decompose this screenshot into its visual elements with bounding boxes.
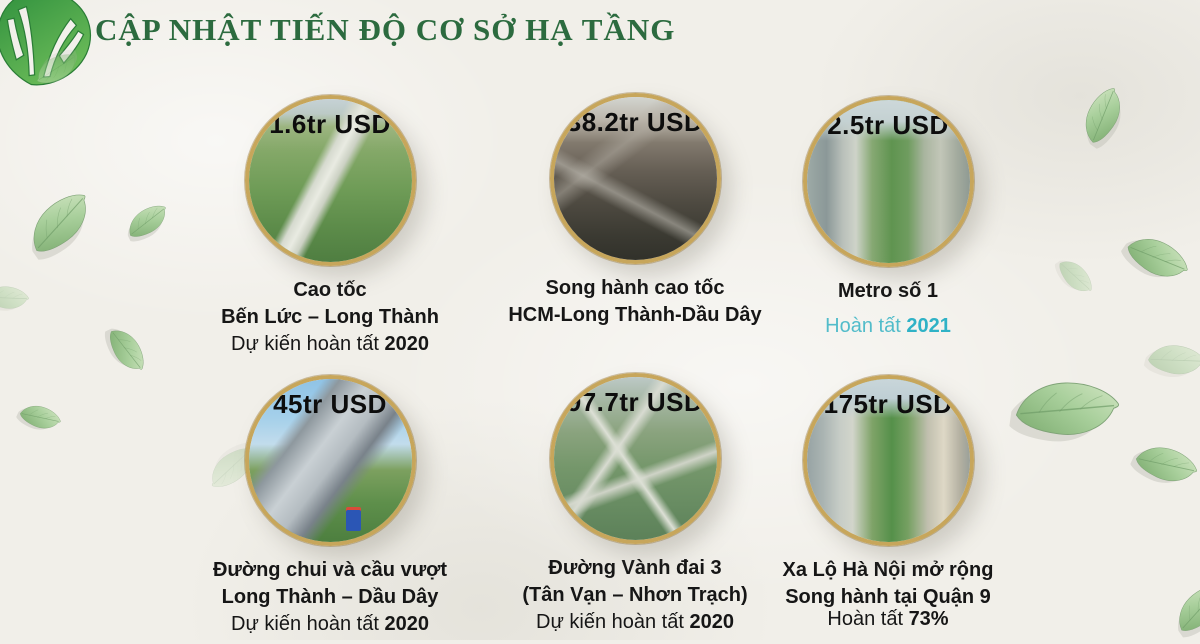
watercolor-leaf-icon: [1069, 79, 1139, 154]
project-caption: Xa Lộ Hà Nội mở rộng Song hành tại Quận …: [733, 557, 1043, 633]
project-card-vanh-dai-3: 97.7tr USD Đường Vành đai 3 (Tân Vạn – N…: [480, 373, 790, 636]
project-status: Dự kiến hoàn tất 2020: [175, 611, 485, 638]
highway-city-corridor-photo: [806, 379, 970, 542]
project-caption: Đường chui và cầu vượt Long Thành – Dầu …: [175, 557, 485, 638]
watercolor-leaf-icon: [0, 278, 33, 320]
metro-corridor-photo: [806, 100, 970, 263]
status-prefix: Dự kiến hoàn tất: [231, 613, 385, 635]
project-photo-frame: 97.7tr USD: [549, 373, 721, 544]
project-title-line: Song hành cao tốc: [545, 277, 725, 299]
project-card-ben-luc-long-thanh: 1.6tr USD Cao tốc Bến Lức – Long Thành D…: [175, 95, 485, 358]
watercolor-leaf-icon: [1142, 334, 1200, 388]
project-caption: Metro số 1 Hoàn tất 2021: [733, 278, 1043, 340]
highway-aerial-photo: [248, 99, 412, 262]
project-title-line: Song hành tại Quận 9: [785, 586, 991, 608]
status-value: 2020: [384, 613, 429, 635]
project-card-metro-so-1: 2.5tr USD Metro số 1 Hoàn tất 2021: [733, 96, 1043, 340]
page-title: CẬP NHẬT TIẾN ĐỘ CƠ SỞ HẠ TẦNG: [95, 12, 676, 47]
project-card-xa-lo-ha-noi: 175tr USD Xa Lộ Hà Nội mở rộng Song hành…: [733, 375, 1043, 633]
project-card-duong-chui-cau-vuot: 45tr USD Đường chui và cầu vượt Long Thà…: [175, 375, 485, 638]
project-caption: Cao tốc Bến Lức – Long Thành Dự kiến hoà…: [175, 277, 485, 358]
status-prefix: Hoàn tất: [827, 608, 909, 630]
status-value: 2020: [689, 611, 734, 633]
project-photo-frame: 1.6tr USD: [244, 95, 416, 266]
project-status: Dự kiến hoàn tất 2020: [175, 331, 485, 358]
project-status: Hoàn tất 2021: [733, 313, 1043, 340]
status-value: 2020: [384, 333, 429, 355]
project-cost-label: 45tr USD: [273, 389, 387, 419]
project-photo-frame: 2.5tr USD: [802, 96, 974, 267]
project-photo-frame: 45tr USD: [244, 375, 416, 546]
project-title-line: Metro số 1: [837, 280, 939, 302]
project-caption: Song hành cao tốc HCM-Long Thành-Dầu Dây: [480, 275, 790, 329]
watercolor-leaf-icon: [119, 197, 176, 246]
ring-road-aerial-photo: [553, 377, 717, 540]
interchange-aerial-photo: [553, 97, 717, 260]
status-prefix: Hoàn tất: [825, 315, 907, 337]
project-title-line: Xa Lộ Hà Nội mở rộng: [782, 559, 994, 581]
watercolor-leaf-icon: [1050, 250, 1100, 303]
watercolor-leaf-icon: [14, 395, 67, 441]
watercolor-leaf-icon: [1116, 221, 1198, 298]
status-value: 73%: [908, 608, 949, 630]
watercolor-leaf-icon: [99, 320, 153, 382]
project-cost-label: 2.5tr USD: [827, 110, 949, 140]
project-photo-frame: 38.2tr USD: [549, 93, 721, 264]
project-caption: Đường Vành đai 3 (Tân Vạn – Nhơn Trạch) …: [480, 555, 790, 636]
project-title-line: Đường Vành đai 3: [548, 557, 722, 579]
project-title-line: Bến Lức – Long Thành: [221, 306, 439, 328]
watercolor-leaf-icon: [1164, 574, 1200, 644]
status-value: 2021: [906, 315, 951, 337]
status-prefix: Dự kiến hoàn tất: [536, 611, 690, 633]
project-status: Hoàn tất 73%: [733, 606, 1043, 633]
project-title-line: (Tân Vạn – Nhơn Trạch): [522, 584, 748, 606]
project-photo-frame: 175tr USD: [802, 375, 974, 546]
project-cost-label: 97.7tr USD: [566, 387, 704, 417]
project-title-line: Cao tốc: [293, 279, 367, 301]
project-cost-label: 38.2tr USD: [566, 107, 704, 137]
bridge-photo: [248, 379, 412, 542]
project-title-line: Long Thành – Dầu Dây: [221, 586, 439, 608]
watercolor-leaf-icon: [14, 180, 108, 267]
status-prefix: Dự kiến hoàn tất: [231, 333, 385, 355]
project-status: Dự kiến hoàn tất 2020: [480, 609, 790, 636]
project-title-line: Đường chui và cầu vượt: [212, 559, 448, 581]
project-card-song-hanh-cao-toc: 38.2tr USD Song hành cao tốc HCM-Long Th…: [480, 93, 790, 329]
project-title-line: HCM-Long Thành-Dầu Dây: [508, 304, 762, 326]
project-cost-label: 1.6tr USD: [269, 109, 391, 139]
project-cost-label: 175tr USD: [823, 389, 953, 419]
watercolor-leaf-icon: [1127, 431, 1200, 500]
